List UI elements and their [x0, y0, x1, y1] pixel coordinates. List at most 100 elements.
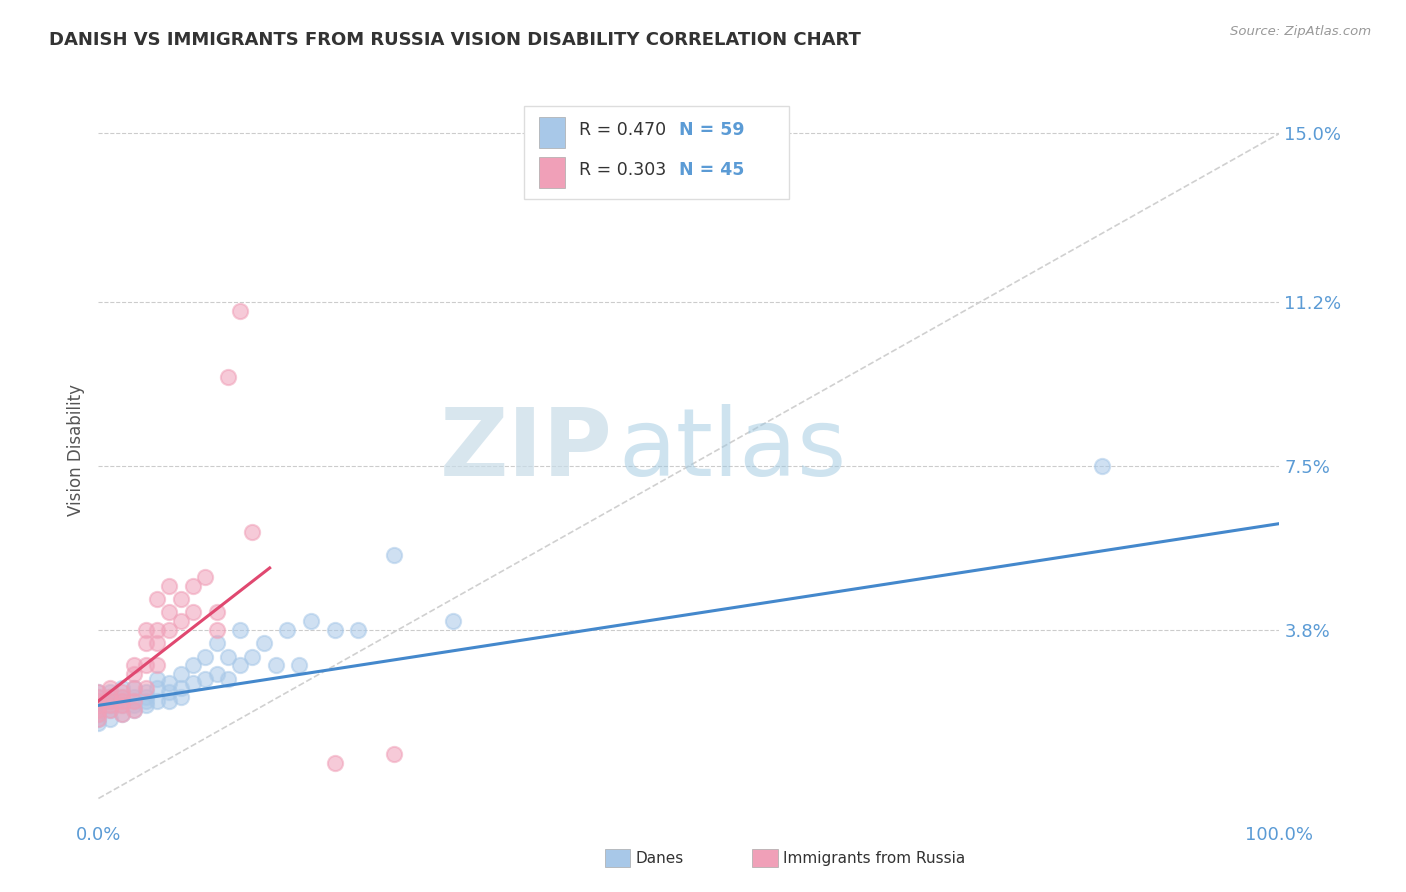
Point [122, 667, 145, 681]
Point [299, 614, 322, 628]
Point [87, 694, 110, 708]
Point [111, 694, 134, 708]
Point [157, 685, 180, 699]
Point [170, 690, 193, 704]
Point [194, 570, 217, 584]
FancyBboxPatch shape [538, 157, 565, 188]
Point [135, 681, 157, 695]
Point [98, 694, 121, 708]
Point [205, 667, 228, 681]
Point [98, 690, 121, 704]
Text: atlas: atlas [619, 404, 846, 497]
Point [146, 658, 169, 673]
Point [135, 694, 157, 708]
Point [122, 703, 145, 717]
Point [323, 756, 346, 770]
Point [205, 623, 228, 637]
Point [98, 685, 121, 699]
Point [170, 614, 193, 628]
Point [181, 658, 204, 673]
Point [111, 685, 134, 699]
Text: Immigrants from Russia: Immigrants from Russia [783, 851, 966, 865]
Point [157, 605, 180, 619]
Point [181, 605, 204, 619]
Point [441, 614, 464, 628]
Point [170, 667, 193, 681]
Point [87, 703, 110, 717]
Point [87, 712, 110, 726]
Point [276, 623, 298, 637]
Point [1091, 458, 1114, 473]
Point [382, 747, 405, 761]
Point [170, 591, 193, 606]
Point [87, 703, 110, 717]
Point [382, 548, 405, 562]
Point [205, 636, 228, 650]
Point [111, 698, 134, 713]
Point [217, 672, 239, 686]
Point [217, 370, 239, 384]
Point [122, 698, 145, 713]
Point [87, 685, 110, 699]
Point [87, 703, 110, 717]
Point [157, 676, 180, 690]
FancyBboxPatch shape [538, 117, 565, 148]
Point [122, 694, 145, 708]
Point [135, 698, 157, 713]
Point [98, 698, 121, 713]
Point [111, 681, 134, 695]
Point [87, 694, 110, 708]
Point [87, 690, 110, 704]
Point [111, 690, 134, 704]
Text: N = 59: N = 59 [679, 121, 745, 139]
Point [98, 690, 121, 704]
Point [253, 636, 276, 650]
Point [146, 681, 169, 695]
Point [87, 716, 110, 731]
Point [135, 636, 157, 650]
Point [194, 649, 217, 664]
Point [146, 672, 169, 686]
Point [146, 623, 169, 637]
Text: R = 0.303: R = 0.303 [579, 161, 666, 179]
Text: Source: ZipAtlas.com: Source: ZipAtlas.com [1230, 25, 1371, 38]
Point [98, 703, 121, 717]
Point [135, 685, 157, 699]
Y-axis label: Vision Disability: Vision Disability [66, 384, 84, 516]
Point [122, 690, 145, 704]
Point [135, 658, 157, 673]
Text: DANISH VS IMMIGRANTS FROM RUSSIA VISION DISABILITY CORRELATION CHART: DANISH VS IMMIGRANTS FROM RUSSIA VISION … [49, 31, 860, 49]
Point [122, 681, 145, 695]
Point [122, 694, 145, 708]
Point [323, 623, 346, 637]
Point [170, 681, 193, 695]
Point [288, 658, 311, 673]
Point [98, 698, 121, 713]
Point [146, 694, 169, 708]
Point [87, 685, 110, 699]
Point [264, 658, 287, 673]
Point [146, 591, 169, 606]
Text: ZIP: ZIP [439, 404, 612, 497]
Point [229, 303, 252, 318]
Point [135, 690, 157, 704]
Point [157, 579, 180, 593]
Point [122, 658, 145, 673]
Point [98, 703, 121, 717]
Point [111, 690, 134, 704]
Point [111, 707, 134, 722]
Point [217, 649, 239, 664]
Point [181, 579, 204, 593]
Point [194, 672, 217, 686]
Point [347, 623, 370, 637]
Point [229, 658, 252, 673]
FancyBboxPatch shape [523, 106, 789, 199]
Point [240, 525, 263, 540]
Point [98, 712, 121, 726]
Point [229, 623, 252, 637]
Point [87, 707, 110, 722]
Text: N = 45: N = 45 [679, 161, 745, 179]
Point [111, 707, 134, 722]
Point [181, 676, 204, 690]
Point [157, 623, 180, 637]
